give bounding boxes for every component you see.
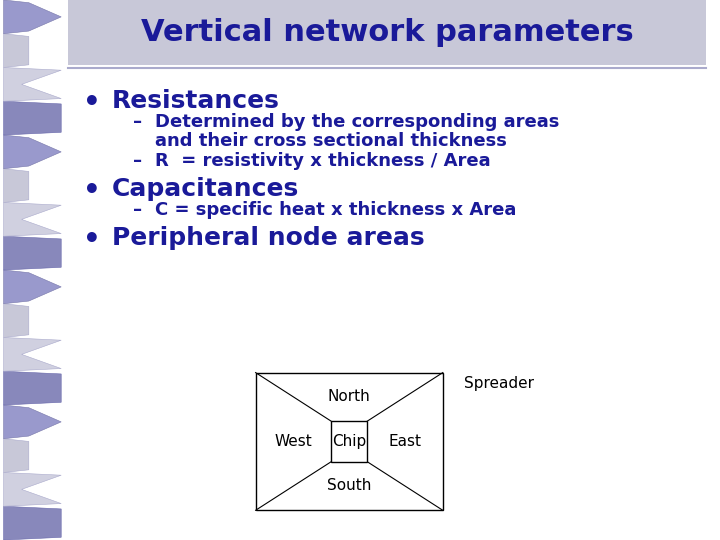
Polygon shape — [4, 168, 29, 202]
Text: –: – — [133, 201, 143, 219]
Polygon shape — [4, 0, 61, 33]
Bar — [331, 421, 367, 462]
Polygon shape — [4, 438, 29, 472]
Text: C = specific heat x thickness x Area: C = specific heat x thickness x Area — [155, 201, 516, 219]
Polygon shape — [4, 237, 61, 270]
Text: and their cross sectional thickness: and their cross sectional thickness — [155, 132, 507, 150]
Text: East: East — [389, 434, 421, 449]
Text: •: • — [83, 177, 101, 205]
Text: Peripheral node areas: Peripheral node areas — [112, 226, 424, 249]
Text: •: • — [83, 89, 101, 117]
Polygon shape — [4, 270, 61, 303]
Text: North: North — [328, 389, 371, 404]
Polygon shape — [4, 338, 61, 372]
FancyBboxPatch shape — [68, 0, 706, 65]
Polygon shape — [4, 135, 61, 168]
Text: –: – — [133, 152, 143, 170]
Text: •: • — [83, 226, 101, 254]
Polygon shape — [4, 472, 61, 507]
FancyBboxPatch shape — [68, 68, 706, 529]
Text: South: South — [327, 478, 372, 494]
Text: Chip: Chip — [332, 434, 366, 449]
Polygon shape — [4, 33, 29, 68]
Polygon shape — [4, 202, 61, 237]
Text: Resistances: Resistances — [112, 89, 279, 113]
Text: R  = resistivity x thickness / Area: R = resistivity x thickness / Area — [155, 152, 490, 170]
Text: Spreader: Spreader — [464, 376, 534, 391]
Polygon shape — [4, 405, 61, 438]
Text: –: – — [133, 113, 143, 131]
Polygon shape — [4, 372, 61, 405]
Polygon shape — [4, 303, 29, 338]
Text: Determined by the corresponding areas: Determined by the corresponding areas — [155, 113, 559, 131]
Text: Capacitances: Capacitances — [112, 177, 299, 201]
Polygon shape — [4, 507, 61, 540]
Text: West: West — [274, 434, 312, 449]
Text: Vertical network parameters: Vertical network parameters — [140, 18, 634, 47]
Polygon shape — [4, 102, 61, 135]
Bar — [256, 373, 443, 510]
Polygon shape — [4, 68, 61, 102]
